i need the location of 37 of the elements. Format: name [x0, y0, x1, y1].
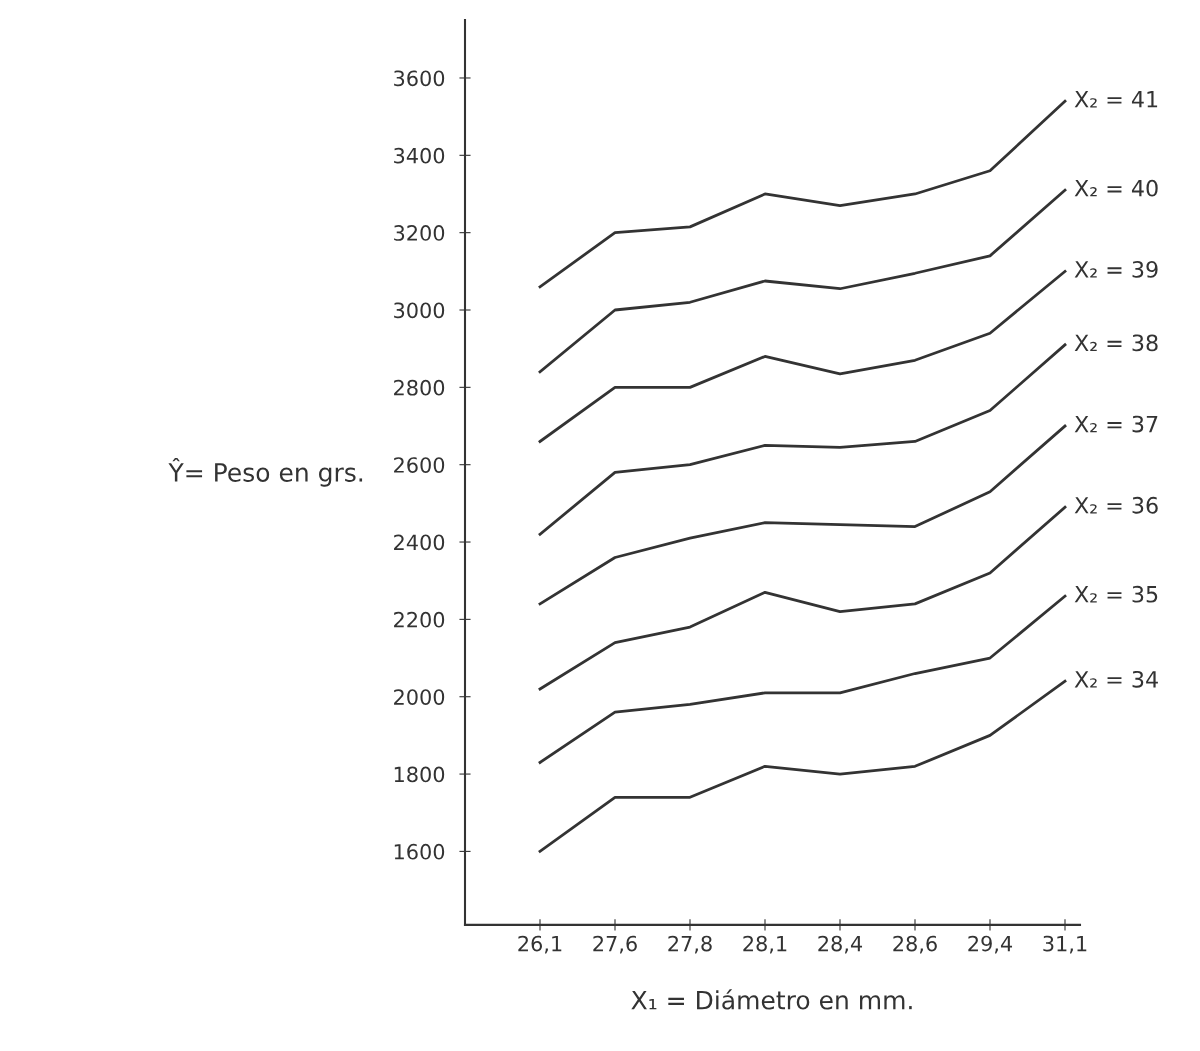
line-series	[538, 424, 1067, 606]
y-tick-label: 2000	[394, 689, 445, 705]
series-label: X₂ = 39	[1074, 260, 1158, 278]
x-tick-label: 31,1	[1043, 935, 1087, 954]
y-axis-title: Ŷ= Peso en grs.	[168, 458, 363, 487]
line-series	[538, 188, 1067, 374]
y-tick-label: 2400	[394, 534, 445, 551]
y-tick-label: 2200	[394, 611, 445, 628]
y-tick-label: 1800	[394, 766, 445, 783]
y-tick-label: 3600	[394, 70, 445, 87]
x-tick-label: 26,1	[518, 935, 562, 954]
x-tick-label: 28,1	[743, 935, 787, 954]
series-label: X₂ = 40	[1074, 179, 1158, 197]
x-tick-label: 29,4	[968, 935, 1013, 954]
line-series	[538, 269, 1067, 443]
x-tick-label: 27,6	[593, 935, 637, 954]
series-label: X₂ = 35	[1074, 585, 1158, 603]
y-tick-label: 2800	[394, 379, 445, 396]
y-tick-label: 3000	[394, 302, 445, 319]
y-tick-label: 3400	[394, 147, 445, 164]
series-label: X₂ = 34	[1074, 670, 1158, 688]
x-axis-title: X₁ = Diámetro en mm.	[631, 989, 912, 1010]
y-tick-label: 3200	[394, 225, 445, 241]
x-tick-label: 28,4	[818, 935, 863, 954]
y-tick-label: 2600	[394, 457, 445, 473]
line-series	[538, 343, 1067, 536]
line-series	[538, 679, 1067, 853]
series-label: X₂ = 36	[1074, 496, 1158, 514]
y-tick-label: 1600	[394, 843, 445, 860]
x-tick-label: 28,6	[893, 935, 937, 954]
line-series	[538, 594, 1067, 764]
line-series	[538, 99, 1067, 289]
series-label: X₂ = 38	[1074, 334, 1158, 352]
line-series	[538, 505, 1067, 691]
x-tick-label: 27,8	[668, 935, 712, 954]
series-label: X₂ = 37	[1074, 415, 1158, 433]
series-label: X₂ = 41	[1074, 91, 1158, 108]
